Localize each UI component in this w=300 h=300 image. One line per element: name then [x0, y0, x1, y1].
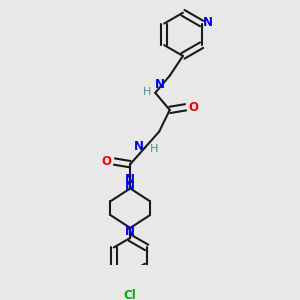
Text: N: N: [125, 225, 135, 238]
Text: Cl: Cl: [124, 289, 136, 300]
Text: O: O: [101, 155, 111, 168]
Text: N: N: [125, 173, 135, 187]
Text: N: N: [134, 140, 144, 153]
Text: O: O: [189, 101, 199, 114]
Text: H: H: [142, 87, 151, 97]
Text: N: N: [203, 16, 213, 29]
Text: N: N: [155, 78, 165, 91]
Text: N: N: [125, 180, 135, 193]
Text: H: H: [149, 144, 158, 154]
